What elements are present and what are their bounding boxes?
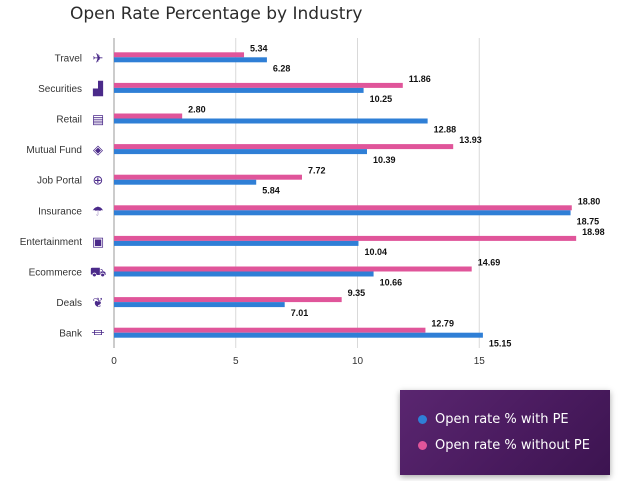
bar-with-pe-securities: [114, 87, 364, 93]
bar-without-pe-ecommerce: [114, 266, 472, 272]
y-tick-label-entertainment: Entertainment: [20, 237, 82, 248]
bar-with-pe-insurance: [114, 210, 571, 216]
x-tick-label-15: 15: [474, 356, 486, 367]
legend-swatch-without-pe: [418, 441, 427, 450]
handshake-icon: ❦: [93, 296, 104, 311]
y-tick-label-job-portal: Job Portal: [37, 176, 82, 187]
x-tick-label-10: 10: [352, 356, 364, 367]
x-tick-label-5: 5: [233, 356, 239, 367]
data-label-without-pe-mutual-fund: 13.93: [459, 135, 482, 145]
data-label-with-pe-bank: 15.15: [489, 339, 512, 349]
data-label-without-pe-retail: 2.80: [188, 105, 206, 115]
bank-icon: ⏛: [91, 327, 104, 342]
bar-with-pe-entertainment: [114, 240, 359, 246]
y-tick-label-insurance: Insurance: [38, 206, 82, 217]
airplane-icon: ✈: [93, 51, 104, 66]
bar-with-pe-travel: [114, 57, 267, 63]
legend-swatch-with-pe: [418, 415, 427, 424]
data-label-with-pe-entertainment: 10.04: [364, 247, 387, 257]
bar-with-pe-ecommerce: [114, 271, 374, 277]
data-label-without-pe-insurance: 18.80: [578, 196, 601, 206]
data-label-with-pe-mutual-fund: 10.39: [373, 155, 396, 165]
bar-without-pe-bank: [114, 327, 426, 333]
data-label-without-pe-entertainment: 18.98: [582, 227, 605, 237]
coins-hand-icon: ◈: [93, 143, 103, 158]
bar-with-pe-mutual-fund: [114, 149, 367, 155]
bar-with-pe-deals: [114, 302, 285, 308]
bar-without-pe-travel: [114, 52, 245, 58]
y-tick-label-securities: Securities: [38, 84, 82, 95]
bar-without-pe-retail: [114, 113, 183, 119]
data-label-without-pe-deals: 9.35: [348, 288, 366, 298]
data-label-without-pe-securities: 11.86: [409, 74, 431, 84]
data-label-with-pe-retail: 12.88: [434, 125, 457, 135]
bar-without-pe-mutual-fund: [114, 144, 454, 150]
bar-without-pe-entertainment: [114, 235, 577, 241]
y-tick-label-deals: Deals: [56, 298, 82, 309]
chart-growth-icon: ▟: [92, 80, 104, 97]
legend-item-with-pe: Open rate % with PE: [418, 412, 569, 427]
y-tick-label-bank: Bank: [59, 329, 83, 340]
legend-item-without-pe: Open rate % without PE: [418, 438, 590, 453]
data-label-with-pe-deals: 7.01: [291, 308, 309, 318]
y-tick-label-travel: Travel: [55, 53, 82, 64]
bar-chart: 0 5 10 15 Travel ✈ 5.34 6.28 Securities ▟ 11.86 10.…: [20, 38, 605, 367]
data-label-with-pe-insurance: 18.75: [577, 216, 600, 226]
bar-without-pe-insurance: [114, 205, 572, 211]
legend-label-with-pe: Open rate % with PE: [435, 412, 569, 427]
umbrella-icon: ☂: [92, 204, 104, 219]
bar-without-pe-job-portal: [114, 174, 302, 180]
cart-icon: ⛟: [90, 266, 106, 281]
chart-title: Open Rate Percentage by Industry: [70, 4, 363, 24]
legend: Open rate % with PE Open rate % without …: [400, 390, 610, 475]
y-tick-label-ecommerce: Ecommerce: [29, 268, 83, 279]
bar-without-pe-deals: [114, 297, 342, 303]
data-label-without-pe-job-portal: 7.72: [308, 166, 326, 176]
x-tick-label-0: 0: [111, 356, 117, 367]
bar-with-pe-job-portal: [114, 179, 257, 185]
y-tick-label-mutual-fund: Mutual Fund: [26, 145, 82, 156]
data-label-with-pe-securities: 10.25: [370, 94, 393, 104]
legend-label-without-pe: Open rate % without PE: [435, 438, 590, 453]
y-tick-label-retail: Retail: [56, 115, 82, 126]
search-zoom-icon: ⊕: [93, 174, 104, 189]
store-icon: ▤: [92, 113, 104, 128]
bar-with-pe-bank: [114, 332, 483, 338]
bar-with-pe-retail: [114, 118, 428, 124]
data-label-without-pe-ecommerce: 14.69: [478, 258, 501, 268]
bar-without-pe-securities: [114, 82, 403, 88]
data-label-with-pe-travel: 6.28: [273, 63, 291, 73]
data-label-without-pe-travel: 5.34: [250, 43, 268, 53]
data-label-with-pe-ecommerce: 10.66: [380, 278, 403, 288]
data-label-without-pe-bank: 12.79: [431, 319, 454, 329]
image-frame-icon: ▣: [92, 235, 104, 250]
data-label-with-pe-job-portal: 5.84: [262, 186, 280, 196]
